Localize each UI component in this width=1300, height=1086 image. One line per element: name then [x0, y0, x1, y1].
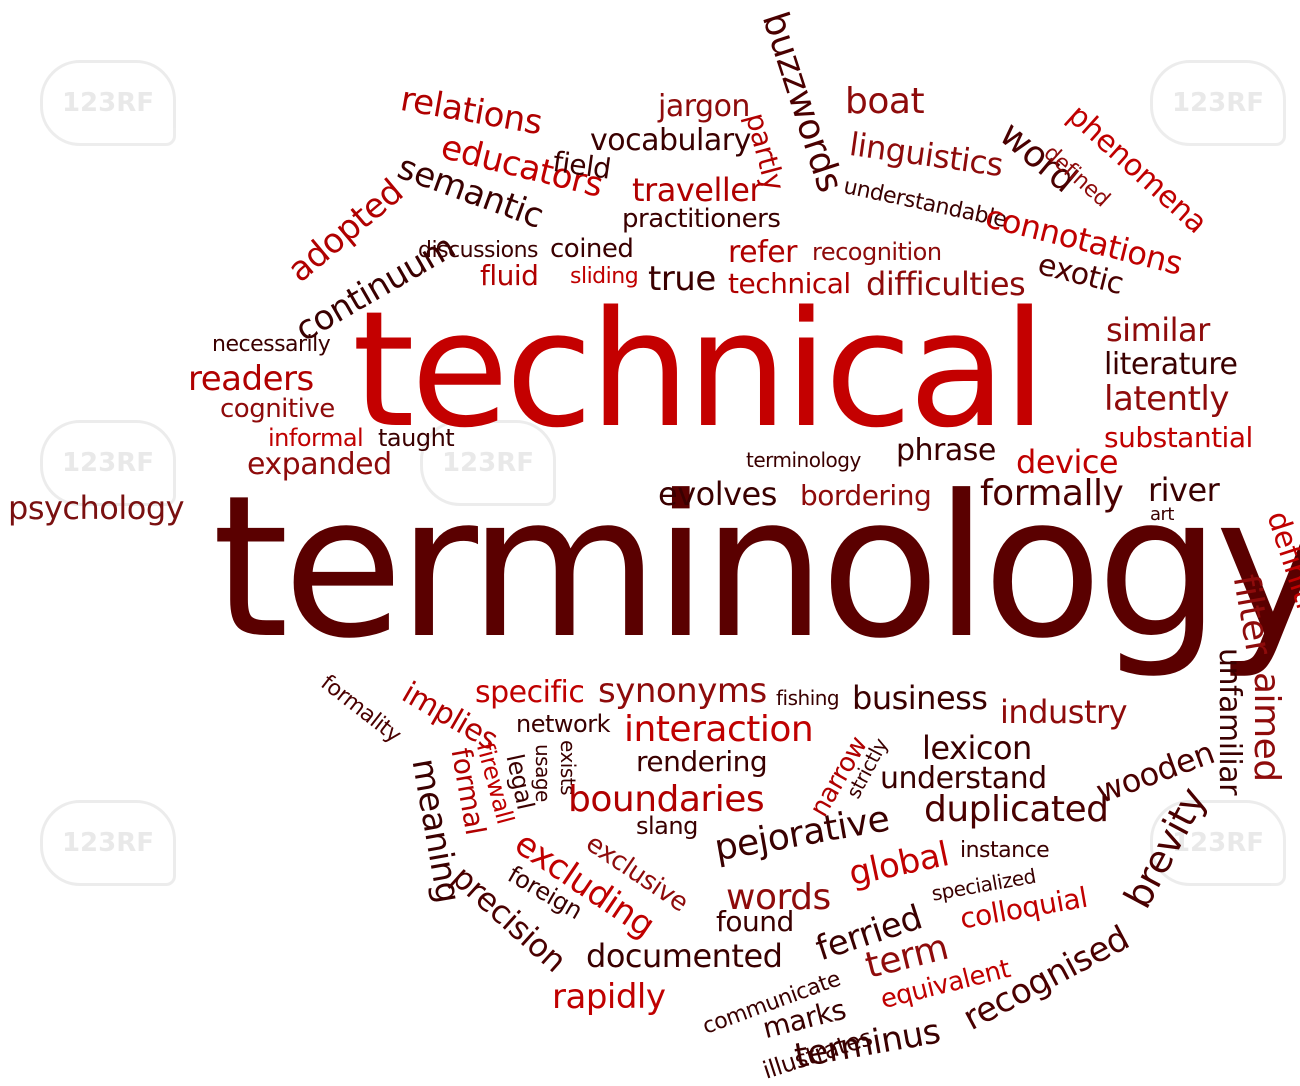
word: refer [728, 235, 797, 270]
word: traveller [632, 171, 763, 209]
word: phrase [896, 433, 996, 468]
word: documented [586, 937, 783, 975]
word: river [1148, 471, 1220, 509]
word: discussions [418, 238, 538, 263]
word: coined [550, 234, 634, 264]
word-terminology-main: terminology [212, 454, 1300, 682]
word: bordering [800, 479, 932, 512]
word: technical [728, 267, 851, 300]
word: latently [1104, 379, 1229, 419]
watermark: 123RF [420, 420, 556, 506]
word: informal [268, 424, 364, 452]
word: network [516, 710, 610, 738]
word: psychology [8, 489, 185, 527]
word: cognitive [220, 394, 335, 424]
word: practitioners [622, 204, 781, 234]
word: field [550, 145, 613, 186]
word: fluid [480, 259, 539, 292]
word: words [726, 877, 831, 918]
word: boat [845, 81, 925, 122]
word: true [648, 259, 716, 299]
word: jargon [658, 89, 750, 124]
word: readers [188, 359, 314, 399]
word: similar [1106, 311, 1210, 349]
word: slang [636, 812, 698, 840]
word: formality [315, 670, 406, 749]
word: rendering [636, 745, 768, 778]
word: recognition [812, 238, 942, 266]
word: rapidly [552, 977, 666, 1017]
word: necessarily [212, 332, 331, 357]
word: relations [397, 79, 546, 144]
watermark: 123RF [40, 420, 176, 506]
word: specific [475, 675, 585, 710]
word: sliding [570, 264, 639, 289]
word: expanded [247, 447, 392, 482]
word: linguistics [847, 125, 1006, 185]
word: understand [880, 761, 1047, 796]
word: evolves [658, 475, 777, 513]
word: instance [960, 838, 1050, 863]
word: duplicated [924, 789, 1109, 830]
word: taught [378, 424, 455, 452]
word: fishing [776, 686, 840, 710]
word: device [1016, 443, 1119, 481]
word-technical-main: technical [352, 276, 1047, 463]
word: substantial [1104, 421, 1253, 454]
word: terminology [746, 448, 861, 472]
word: formally [980, 473, 1124, 514]
watermark: 123RF [40, 60, 176, 146]
word: boundaries [568, 779, 765, 820]
word: lexicon [922, 729, 1032, 767]
word: difficulties [866, 265, 1026, 303]
word: business [852, 679, 988, 717]
watermark: 123RF [40, 800, 176, 886]
word: literature [1104, 347, 1238, 382]
word: industry [1000, 693, 1128, 731]
word: art [1150, 504, 1175, 525]
word: found [716, 905, 794, 938]
word: interaction [624, 709, 814, 750]
word: vocabulary [590, 123, 751, 158]
watermark: 123RF [1150, 60, 1286, 146]
watermark: 123RF [1150, 800, 1286, 886]
word: synonyms [598, 671, 767, 711]
word: unfamiliar [1212, 648, 1247, 795]
word: aimed [1246, 672, 1287, 782]
